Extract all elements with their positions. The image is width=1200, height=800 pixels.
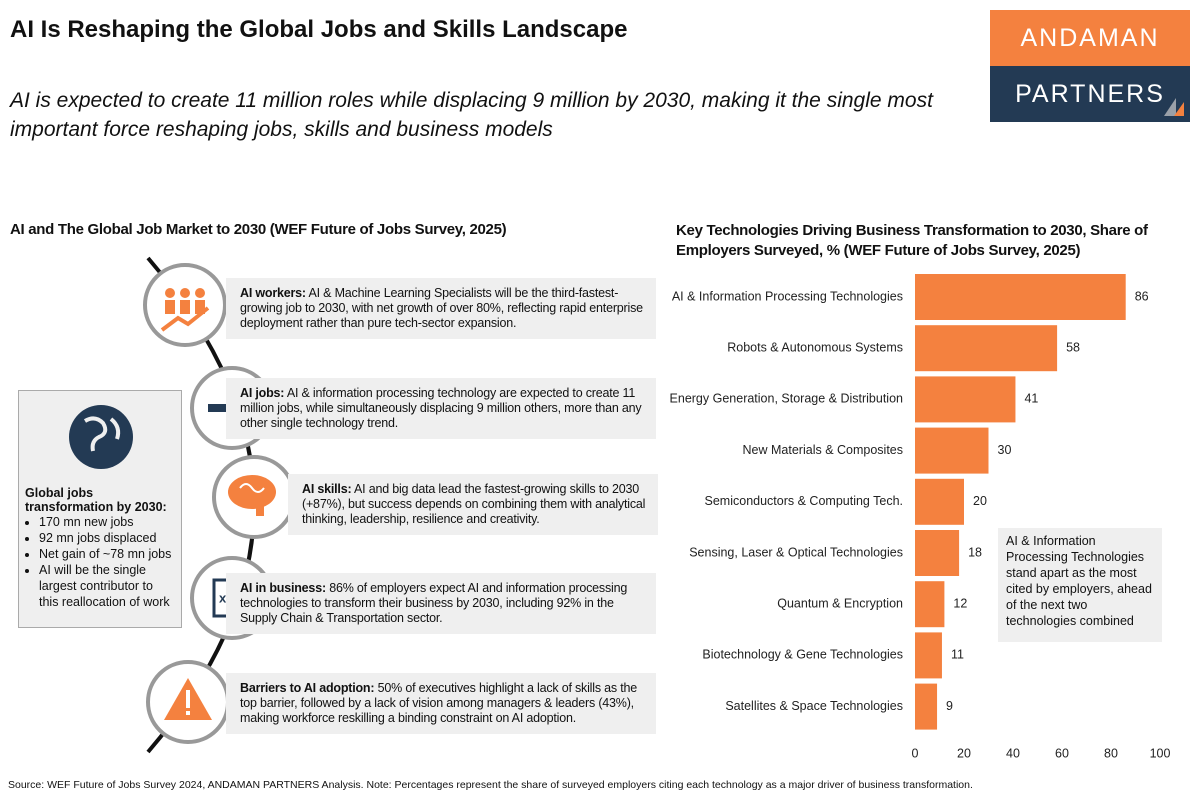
info-item: AI workers: AI & Machine Learning Specia… [226,278,656,339]
globe-icon [69,405,133,469]
bar [915,274,1126,320]
bullet: AI will be the single largest contributo… [39,562,175,610]
source-note: Source: WEF Future of Jobs Survey 2024, … [8,779,973,791]
y-tick-label: Quantum & Encryption [777,596,903,610]
globe-box: Global jobs transformation by 2030: 170 … [18,390,182,628]
info-item: Barriers to AI adoption: 50% of executiv… [226,673,656,734]
info-item: AI in business: 86% of employers expect … [226,573,656,634]
logo-mark [1164,98,1184,116]
bullet: Net gain of ~78 mn jobs [39,546,175,562]
y-tick-label: Robots & Autonomous Systems [727,340,903,354]
x-tick-label: 60 [1055,746,1069,760]
x-tick-label: 40 [1006,746,1020,760]
y-tick-label: Biotechnology & Gene Technologies [702,648,903,662]
y-tick-label: Energy Generation, Storage & Distributio… [670,392,904,406]
bar [915,376,1016,423]
value-label: 20 [973,494,987,508]
value-label: 9 [946,699,953,713]
bar [915,581,945,628]
value-label: 30 [998,443,1012,457]
value-label: 41 [1024,392,1038,406]
bullet: 92 mn jobs displaced [39,530,175,546]
logo-top: ANDAMAN [990,10,1190,66]
bar-chart: 0 20 40 60 80 100 AI & Information Processing … [670,274,1171,760]
x-tick-label: 20 [957,746,971,760]
bar [915,427,989,474]
y-tick-label: New Materials & Composites [743,443,903,457]
bar [915,632,942,679]
bullet: 170 mn new jobs [39,514,175,530]
page-subtitle: AI is expected to create 11 million role… [10,89,933,141]
bar [915,683,938,730]
value-label: 58 [1066,340,1080,354]
info-item: AI skills: AI and big data lead the fast… [288,474,658,535]
x-tick-label: 100 [1150,746,1171,760]
value-label: 18 [968,545,982,559]
info-item: AI jobs: AI & information processing tec… [226,378,656,439]
page-title: AI Is Reshaping the Global Jobs and Skil… [10,16,628,43]
value-label: 12 [953,596,967,610]
y-tick-label: AI & Information Processing Technologies [672,289,903,303]
value-label: 86 [1135,289,1149,303]
globe-text: Global jobs transformation by 2030: 170 … [19,484,181,612]
icon-workers [143,263,227,347]
bar [915,478,964,525]
chart-title: Key Technologies Driving Business Transf… [676,222,1148,259]
bar [915,325,1058,372]
y-tick-label: Semiconductors & Computing Tech. [705,494,903,508]
icon-warning [146,660,230,744]
icon-brain [212,455,296,539]
bar [915,530,960,576]
logo-bottom: PARTNERS [990,66,1190,122]
annotation: AI & Information Processing Technologies… [998,528,1162,642]
value-label: 11 [951,648,964,662]
x-tick-label: 0 [912,746,919,760]
x-tick-label: 80 [1104,746,1118,760]
y-tick-label: Satellites & Space Technologies [725,699,903,713]
y-tick-label: Sensing, Laser & Optical Technologies [689,545,903,559]
left-title: AI and The Global Job Market to 2030 (WE… [10,221,507,238]
